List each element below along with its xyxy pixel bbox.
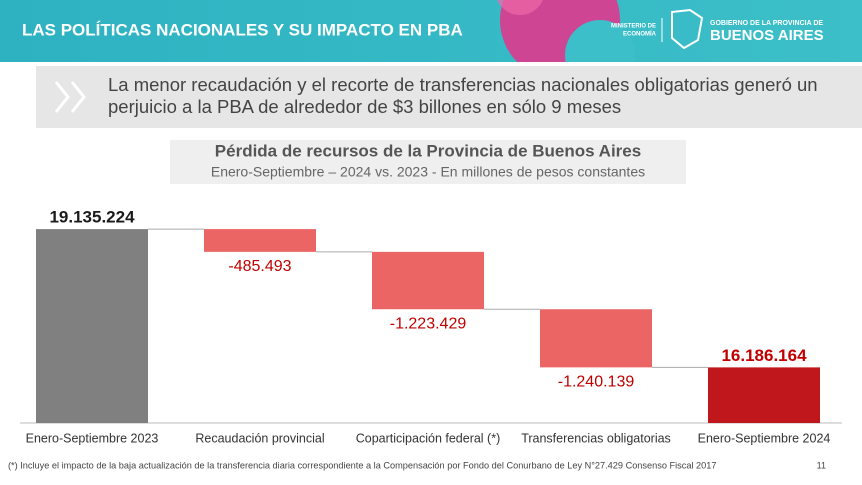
x-tick-label: Recaudación provincial xyxy=(195,431,324,445)
header-band xyxy=(0,0,862,62)
ministry-label: ECONOMÍA xyxy=(623,30,657,38)
chart-title: Pérdida de recursos de la Provincia de B… xyxy=(215,141,641,160)
x-tick-label: Transferencias obligatorias xyxy=(521,431,671,445)
x-tick-label: Coparticipación federal (*) xyxy=(356,431,501,445)
header-decoration xyxy=(497,0,635,62)
value-label: -485.493 xyxy=(228,258,291,275)
value-label: -1.240.139 xyxy=(558,374,635,391)
chevrons xyxy=(54,81,86,113)
chart-subtitle: Enero-Septiembre – 2024 vs. 2023 - En mi… xyxy=(211,164,645,180)
bar xyxy=(36,229,148,423)
gov-name: BUENOS AIRES xyxy=(710,27,824,44)
highlight-box xyxy=(36,66,862,128)
value-label: -1.223.429 xyxy=(390,315,467,332)
bar xyxy=(204,229,316,252)
page-number: 11 xyxy=(817,460,826,470)
province-icon xyxy=(671,8,704,50)
header-title: LAS POLÍTICAS NACIONALES Y SU IMPACTO EN… xyxy=(22,20,463,39)
footnote: (*) Incluye el impacto de la baja actual… xyxy=(8,460,716,470)
x-tick-label: Enero-Septiembre 2023 xyxy=(26,431,159,445)
value-label: 19.135.224 xyxy=(49,208,135,227)
chart-title-box xyxy=(170,140,686,184)
bar xyxy=(372,251,484,310)
x-tick-label: Enero-Septiembre 2024 xyxy=(698,431,831,445)
bar xyxy=(540,309,652,368)
bar xyxy=(708,367,820,423)
value-label: 16.186.164 xyxy=(721,346,807,365)
highlight-text: La menor recaudación y el recorte de tra… xyxy=(108,74,818,95)
gov-line: GOBIERNO DE LA PROVINCIA DE xyxy=(710,20,823,27)
highlight-text: perjuicio a la PBA de alrededor de $3 bi… xyxy=(108,96,621,117)
ministry-label: MINISTERIO DE xyxy=(611,24,656,30)
